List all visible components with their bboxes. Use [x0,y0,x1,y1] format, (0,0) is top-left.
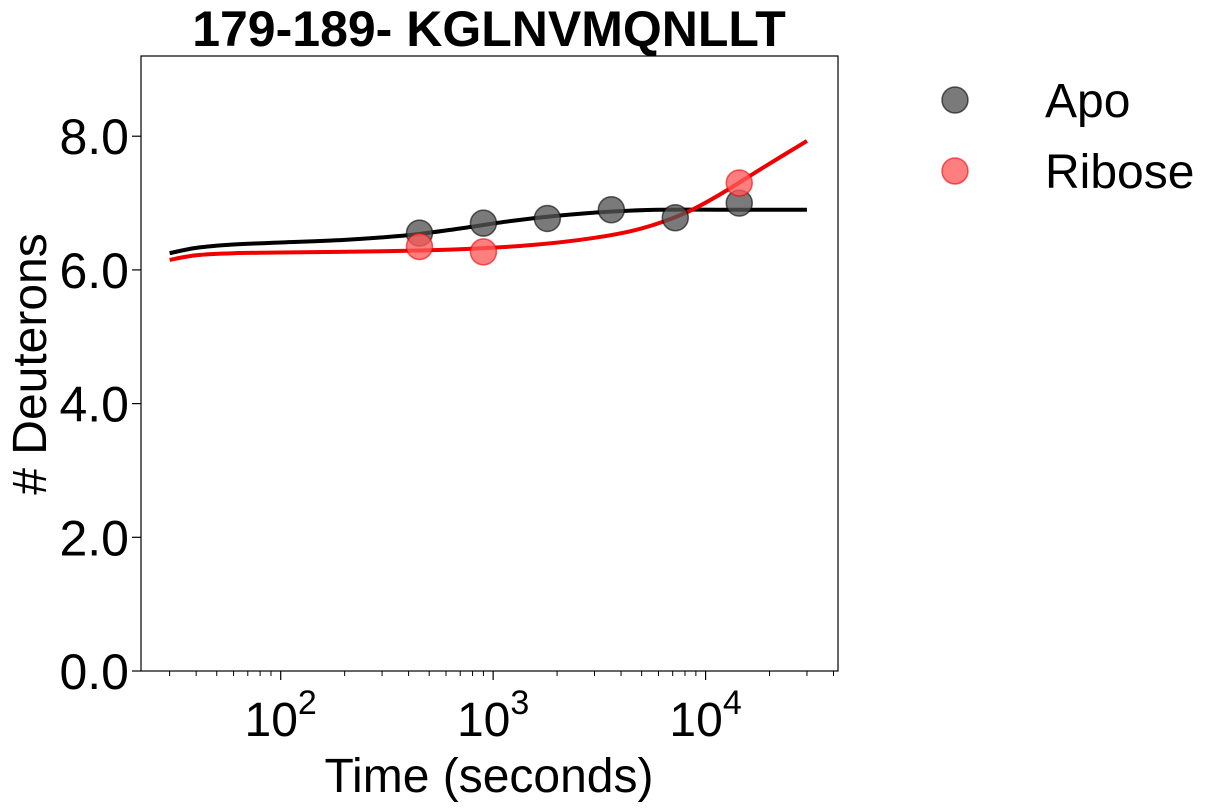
y-tick-label: 4.0 [59,377,129,433]
x-minor-ticks [169,671,834,676]
ribose-data-point [725,169,753,197]
y-tick-label: 2.0 [59,510,129,566]
x-tick-label: 103 [457,684,529,747]
ribose-fit-line [169,139,808,262]
x-tick-label: 104 [669,684,741,747]
ribose-data-point [405,232,434,261]
legend-label-ribose: Ribose [1045,146,1194,199]
y-tick-label: 6.0 [59,243,129,299]
data-points [405,169,753,266]
y-axis-ticks: 0.0 2.0 4.0 6.0 8.0 [59,109,141,700]
chart-title: 179-189- KGLNVMQNLLT [192,1,786,57]
legend-marker-apo [941,86,969,114]
legend-marker-ribose [941,157,969,185]
apo-data-point [533,204,562,233]
apo-data-point [661,204,690,232]
x-axis-ticks: 102 103 104 [245,671,742,747]
y-axis-label: # Deuterons [4,233,57,495]
apo-data-point [597,196,626,224]
ribose-data-point [469,238,498,266]
legend: Apo Ribose [941,75,1194,199]
fit-curves [169,139,808,262]
plot-area-frame [140,55,839,672]
y-tick-label: 8.0 [59,109,129,165]
legend-label-apo: Apo [1045,75,1130,128]
apo-data-point [469,209,498,237]
x-axis-label: Time (seconds) [325,750,654,803]
x-tick-label: 102 [245,684,317,747]
y-tick-label: 0.0 [59,644,129,700]
apo-fit-line [169,207,807,256]
